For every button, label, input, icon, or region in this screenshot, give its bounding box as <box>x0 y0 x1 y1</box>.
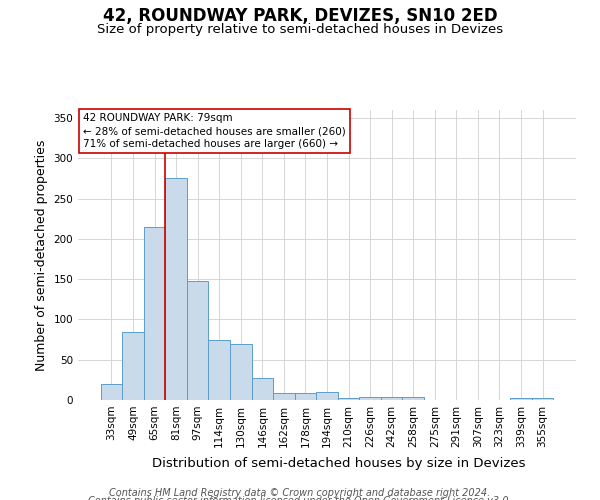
Bar <box>403 397 424 400</box>
Bar <box>316 392 338 400</box>
Bar <box>381 397 403 400</box>
Bar <box>166 178 187 400</box>
Bar <box>144 227 166 400</box>
Bar <box>208 340 230 400</box>
Text: 42 ROUNDWAY PARK: 79sqm
← 28% of semi-detached houses are smaller (260)
71% of s: 42 ROUNDWAY PARK: 79sqm ← 28% of semi-de… <box>83 113 346 150</box>
Text: 42, ROUNDWAY PARK, DEVIZES, SN10 2ED: 42, ROUNDWAY PARK, DEVIZES, SN10 2ED <box>103 8 497 26</box>
Y-axis label: Number of semi-detached properties: Number of semi-detached properties <box>35 140 48 370</box>
Text: Contains public sector information licensed under the Open Government Licence v3: Contains public sector information licen… <box>88 496 512 500</box>
Bar <box>101 384 122 400</box>
Text: Contains HM Land Registry data © Crown copyright and database right 2024.: Contains HM Land Registry data © Crown c… <box>109 488 491 498</box>
Bar <box>532 398 553 400</box>
Text: Distribution of semi-detached houses by size in Devizes: Distribution of semi-detached houses by … <box>152 458 526 470</box>
Bar <box>295 393 316 400</box>
Bar <box>122 332 144 400</box>
Bar <box>187 281 208 400</box>
Bar <box>359 397 381 400</box>
Bar <box>273 393 295 400</box>
Bar <box>338 398 359 400</box>
Text: Size of property relative to semi-detached houses in Devizes: Size of property relative to semi-detach… <box>97 22 503 36</box>
Bar <box>251 378 273 400</box>
Bar <box>510 398 532 400</box>
Bar <box>230 344 251 400</box>
